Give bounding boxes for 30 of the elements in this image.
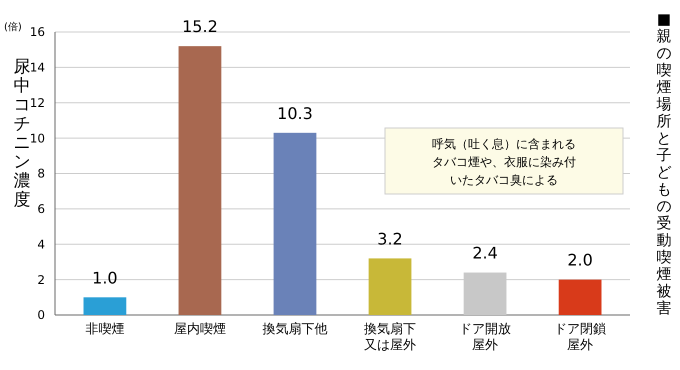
y-tick-label: 16 xyxy=(30,25,45,40)
data-label: 2.0 xyxy=(567,250,593,270)
y-tick-label: 0 xyxy=(37,308,45,322)
y-tick-label: 4 xyxy=(37,237,45,252)
y-tick-label: 14 xyxy=(30,60,45,75)
data-label: 2.4 xyxy=(472,244,498,263)
y-tick-label: 10 xyxy=(30,131,45,146)
x-tick-label: 換気扇下他 xyxy=(262,321,328,337)
annotation: 呼気（吐く息）に含まれるタバコ煙や、衣服に染み付いたタバコ臭による xyxy=(432,137,576,187)
y-axis-title: 尿中コチニン濃度 xyxy=(14,57,30,210)
y-tick-label: 12 xyxy=(30,96,45,110)
y-tick-label: 6 xyxy=(37,202,45,216)
bar xyxy=(558,280,602,315)
x-tick-label: ドア開放屋外 xyxy=(459,322,512,353)
text: (倍) xyxy=(4,21,22,33)
bar xyxy=(274,132,316,315)
bar xyxy=(368,258,412,315)
data-label: 3.2 xyxy=(377,229,403,248)
x-tick-label: 換気扇下又は屋外 xyxy=(364,321,416,353)
data-label: 1.0 xyxy=(92,268,118,288)
y-tick-label: 2 xyxy=(37,272,45,287)
x-tick-label: 非喫煙 xyxy=(85,322,124,337)
data-label: 15.2 xyxy=(182,17,218,36)
x-tick-label: ドア閉鎖屋外 xyxy=(554,322,606,353)
bar xyxy=(84,297,126,315)
y-tick-label: 8 xyxy=(37,166,45,181)
chart-title: ■親の喫煙場所と子どもの受動喫煙被害 xyxy=(656,10,672,317)
x-tick-label: 屋内喫煙 xyxy=(174,322,226,337)
bar xyxy=(178,46,222,315)
data-label: 10.3 xyxy=(277,104,313,123)
